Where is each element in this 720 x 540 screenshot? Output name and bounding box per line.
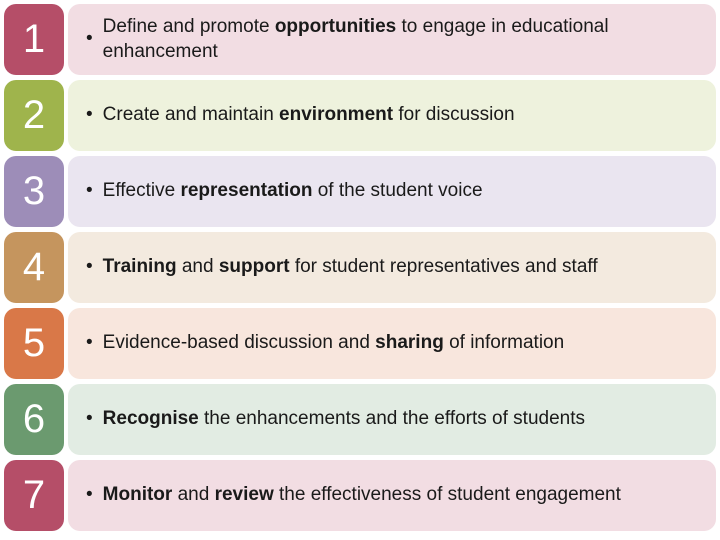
- row-content: • Training and support for student repres…: [68, 232, 716, 303]
- row-text: Evidence-based discussion and sharing of…: [103, 331, 565, 356]
- bullet-icon: •: [86, 407, 93, 432]
- row-number: 7: [4, 460, 64, 531]
- row-content: • Effective representation of the student…: [68, 156, 716, 227]
- row-number: 5: [4, 308, 64, 379]
- row-number: 6: [4, 384, 64, 455]
- bullet-icon: •: [86, 103, 93, 128]
- row-content: • Define and promote opportunities to eng…: [68, 4, 716, 75]
- row-number: 1: [4, 4, 64, 75]
- numbered-list: 1 • Define and promote opportunities to en…: [0, 0, 720, 535]
- row-text: Recognise the enhancements and the effor…: [103, 407, 585, 432]
- list-row: 4 • Training and support for student repre…: [4, 232, 716, 303]
- list-row: 5 • Evidence-based discussion and sharing …: [4, 308, 716, 379]
- row-text: Create and maintain environment for disc…: [103, 103, 515, 128]
- row-number: 2: [4, 80, 64, 151]
- row-content: • Recognise the enhancements and the effo…: [68, 384, 716, 455]
- list-row: 1 • Define and promote opportunities to en…: [4, 4, 716, 75]
- bullet-icon: •: [86, 483, 93, 508]
- row-text: Monitor and review the effectiveness of …: [103, 483, 621, 508]
- row-text: Effective representation of the student …: [103, 179, 483, 204]
- row-content: • Evidence-based discussion and sharing o…: [68, 308, 716, 379]
- list-row: 2 • Create and maintain environment for di…: [4, 80, 716, 151]
- bullet-icon: •: [86, 27, 93, 52]
- list-row: 3 • Effective representation of the studen…: [4, 156, 716, 227]
- bullet-icon: •: [86, 179, 93, 204]
- bullet-icon: •: [86, 255, 93, 280]
- list-row: 6 • Recognise the enhancements and the eff…: [4, 384, 716, 455]
- row-number: 3: [4, 156, 64, 227]
- row-content: • Monitor and review the effectiveness of…: [68, 460, 716, 531]
- row-text: Training and support for student represe…: [103, 255, 598, 280]
- list-row: 7 • Monitor and review the effectiveness o…: [4, 460, 716, 531]
- row-number: 4: [4, 232, 64, 303]
- bullet-icon: •: [86, 331, 93, 356]
- row-content: • Create and maintain environment for dis…: [68, 80, 716, 151]
- row-text: Define and promote opportunities to enga…: [103, 15, 698, 64]
